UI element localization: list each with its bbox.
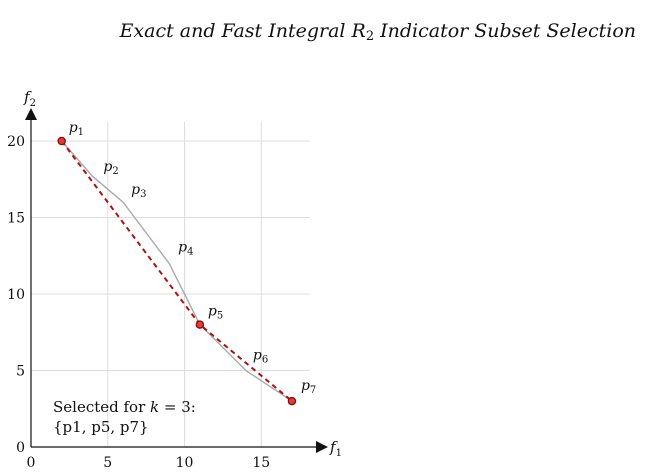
y-tick-label: 10 — [7, 287, 25, 303]
running-head: Exact and Fast Integral R2 Indicator Sub… — [120, 20, 636, 44]
x-axis-title: f1 — [329, 438, 342, 459]
point-label: p3 — [131, 182, 146, 200]
front-line — [61, 140, 293, 402]
x-axis-title-sub: 1 — [336, 448, 342, 459]
point-label: p1 — [69, 120, 84, 138]
point-label: p6 — [253, 348, 268, 366]
ticks: 0 5 10 15 0 5 10 15 20 — [7, 134, 270, 471]
grid — [31, 122, 310, 447]
point-label-sub: 6 — [262, 355, 268, 366]
series-group — [57, 136, 297, 406]
point-label-sub: 4 — [187, 246, 193, 257]
y-axis-title-sub: 2 — [30, 98, 36, 109]
point-label-sub: 1 — [78, 127, 84, 138]
annotation-var: k — [150, 398, 160, 416]
point-label-sub: 5 — [217, 311, 223, 322]
y-axis-title: f2 — [23, 88, 36, 109]
point-label: p2 — [103, 159, 118, 177]
point-labels: p1 p2 p3 p4 p5 p6 p7 — [69, 120, 317, 396]
annotation-line-1: Selected for k = 3: — [53, 397, 196, 417]
y-tick-label: 5 — [16, 364, 25, 380]
selection-annotation: Selected for k = 3: {p1, p5, p7} — [53, 397, 196, 437]
running-head-text-b: Indicator Subset Selection — [374, 20, 636, 42]
x-tick-label: 0 — [27, 455, 36, 471]
selected-point — [57, 136, 66, 146]
y-tick-label: 20 — [7, 134, 25, 150]
running-head-sub: 2 — [365, 29, 375, 44]
selected-point — [195, 320, 205, 329]
running-head-text-a: Exact and Fast Integral R — [119, 20, 366, 42]
point-label: p4 — [178, 239, 193, 257]
annotation-text: Selected for — [53, 398, 151, 416]
point-label: p5 — [208, 304, 223, 322]
y-tick-label: 15 — [7, 211, 25, 227]
x-tick-label: 15 — [252, 455, 270, 471]
y-tick-label: 0 — [16, 440, 25, 456]
x-tick-label: 10 — [176, 455, 194, 471]
selected-point — [287, 396, 297, 406]
x-tick-label: 5 — [103, 455, 112, 471]
annotation-eq: = 3: — [159, 398, 196, 416]
point-label: p7 — [301, 378, 316, 396]
point-label-sub: 2 — [112, 166, 118, 177]
point-label-sub: 7 — [310, 385, 316, 396]
annotation-line-2: {p1, p5, p7} — [53, 418, 149, 436]
point-label-sub: 3 — [140, 189, 146, 200]
